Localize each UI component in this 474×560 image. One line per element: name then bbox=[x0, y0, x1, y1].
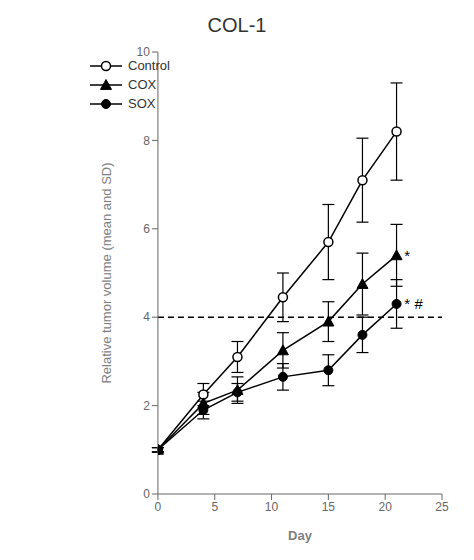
svg-text:4: 4 bbox=[143, 310, 150, 324]
svg-text:6: 6 bbox=[143, 222, 150, 236]
svg-text:10: 10 bbox=[265, 500, 279, 514]
svg-text:*: * bbox=[404, 247, 410, 264]
svg-text:5: 5 bbox=[211, 500, 218, 514]
svg-text:20: 20 bbox=[379, 500, 393, 514]
svg-text:25: 25 bbox=[435, 500, 449, 514]
html-text:SOX: SOX bbox=[128, 96, 156, 111]
svg-text:8: 8 bbox=[143, 134, 150, 148]
svg-text:Relative tumor volume (mean an: Relative tumor volume (mean and SD) bbox=[99, 162, 114, 383]
svg-text:0: 0 bbox=[143, 487, 150, 501]
svg-text:2: 2 bbox=[143, 399, 150, 413]
html-text:COL-1: COL-1 bbox=[207, 14, 267, 36]
svg-text:10: 10 bbox=[137, 45, 151, 59]
html-text:Control: Control bbox=[128, 58, 170, 73]
svg-text:Day: Day bbox=[288, 528, 313, 543]
html-text:COX: COX bbox=[128, 77, 157, 92]
svg-text:15: 15 bbox=[322, 500, 336, 514]
svg-text:0: 0 bbox=[155, 500, 162, 514]
svg-text:*: * bbox=[404, 295, 410, 312]
svg-text:#: # bbox=[415, 295, 424, 312]
